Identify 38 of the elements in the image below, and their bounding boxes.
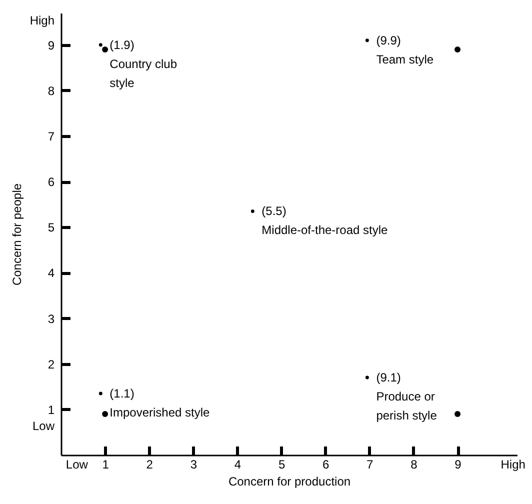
x-tick-label: 6 — [322, 458, 330, 472]
y-tick-label: 9 — [48, 38, 55, 52]
annotation: (9.1) Produce or perish style — [376, 370, 438, 423]
x-axis-title: Concern for production — [228, 474, 351, 488]
y-axis-title: Concern for people — [10, 183, 24, 286]
y-tick-label: 3 — [48, 312, 55, 326]
y-tick-label: 1 — [48, 402, 55, 417]
y-tick-label: 7 — [48, 130, 55, 144]
x-tick-label: 4 — [234, 458, 242, 472]
x-tick-label: 5 — [278, 458, 286, 472]
y-tick-label: 8 — [48, 84, 55, 98]
x-tick-label: 3 — [190, 458, 198, 472]
y-tick-label: 4 — [48, 266, 55, 280]
y-tick-label: High — [30, 13, 54, 28]
y-tick-label: 2 — [48, 357, 55, 372]
annotation: (9.9) Team style — [376, 33, 434, 66]
x-tick-label: 2 — [146, 458, 154, 472]
point — [250, 209, 254, 213]
x-tick-label: 7 — [366, 458, 374, 472]
point — [454, 410, 461, 417]
x-tick-label: 8 — [410, 458, 418, 472]
point — [102, 410, 108, 417]
point — [98, 43, 102, 47]
annotation: (5.5) Middle-of-the-road style — [262, 204, 388, 238]
x-tick-label: High — [500, 458, 526, 472]
point — [454, 46, 461, 52]
point — [365, 376, 369, 380]
point — [365, 38, 369, 42]
annotation: (1.9) Country club style — [110, 38, 178, 90]
x-tick-label: 1 — [102, 458, 110, 472]
y-tick-label: 6 — [48, 175, 55, 190]
x-tick-label: Low — [66, 458, 88, 472]
y-tick-label: 5 — [48, 220, 55, 235]
y-tick-label: Low — [32, 418, 55, 433]
point — [102, 46, 108, 52]
x-tick-label: 9 — [454, 458, 462, 472]
annotation: (1.1) Impoverished style — [110, 386, 210, 420]
point — [98, 392, 102, 396]
